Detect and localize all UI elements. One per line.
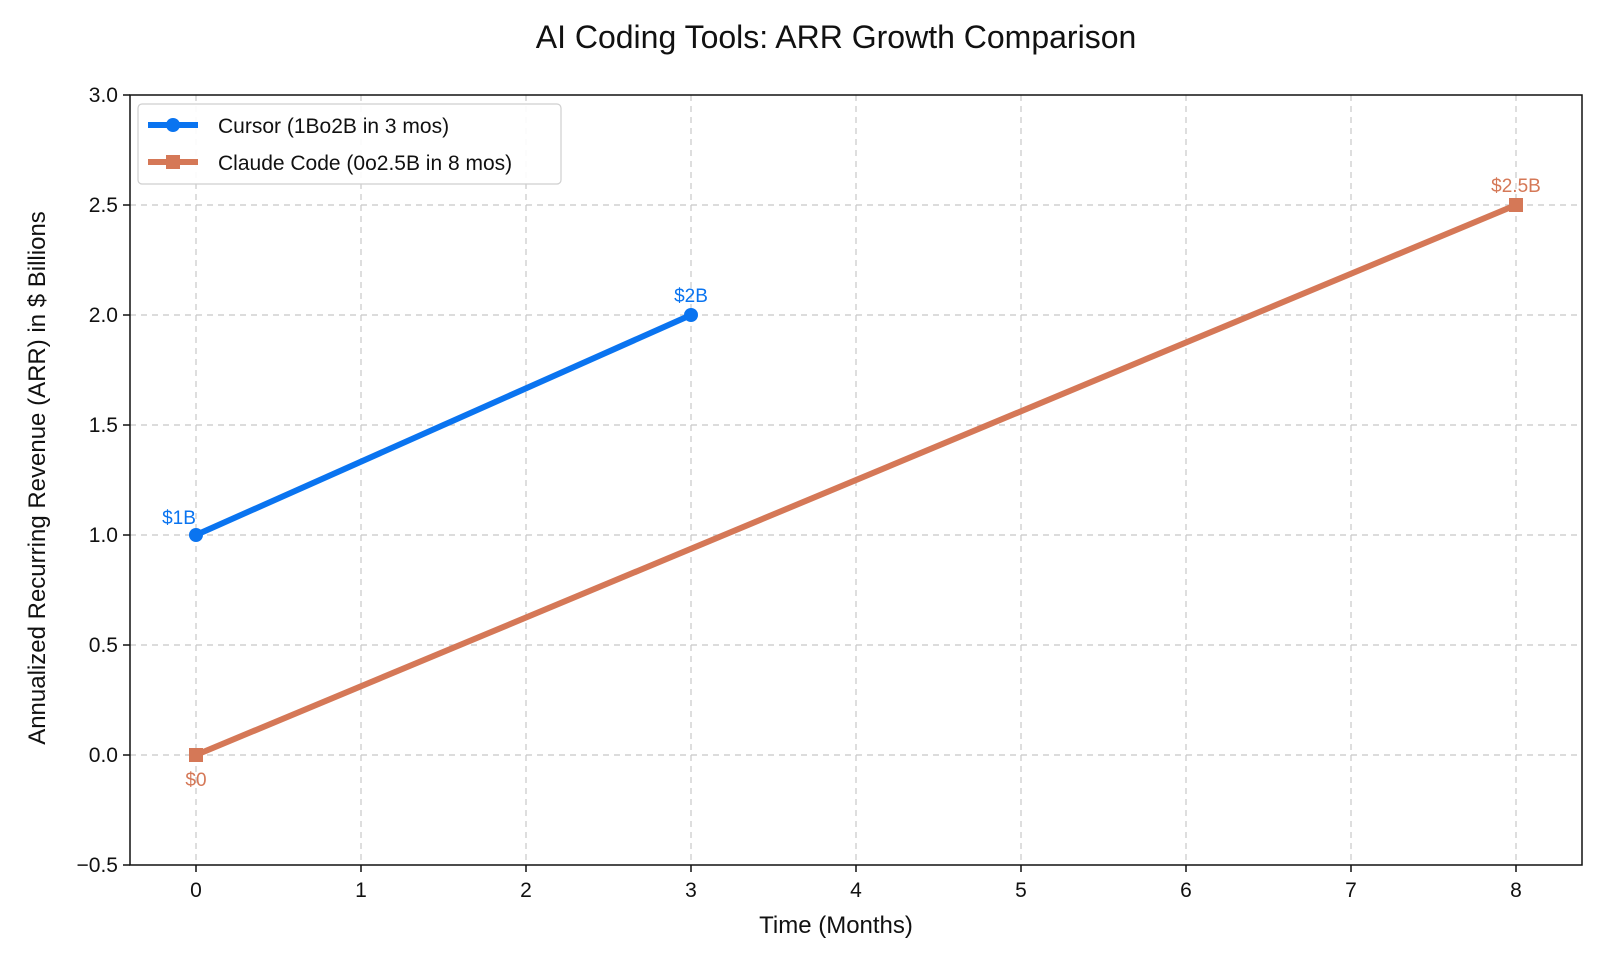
x-tick-label: 6 — [1180, 879, 1192, 902]
y-tick-label: −0.5 — [77, 854, 118, 877]
cursor-point-label: $1B — [162, 508, 196, 529]
cursor-series-line — [194, 312, 693, 538]
x-tick-label: 3 — [685, 879, 697, 902]
grid — [130, 95, 1582, 865]
y-tick-label: 2.0 — [89, 304, 118, 327]
x-tick-label: 4 — [850, 879, 862, 902]
claude-point-label: $0 — [185, 770, 206, 791]
y-tick-label: 0.5 — [89, 634, 118, 657]
claude-data-point — [189, 748, 203, 762]
y-tick-label: 2.5 — [89, 194, 118, 217]
y-axis-label: Annualized Recurring Revenue (ARR) in $ … — [24, 211, 51, 745]
series — [189, 198, 1523, 762]
cursor-data-point — [189, 528, 203, 542]
x-tick-label: 1 — [355, 879, 367, 902]
y-tick-label: 3.0 — [89, 84, 118, 107]
legend-cursor-marker — [166, 118, 180, 132]
chart-title: AI Coding Tools: ARR Growth Comparison — [536, 19, 1137, 55]
legend-cursor-label: Cursor (1Bo2B in 3 mos) — [218, 115, 449, 138]
x-axis-label: Time (Months) — [759, 912, 913, 939]
data-labels: $1B $2B $0 $2.5B — [162, 176, 1541, 791]
claude-data-point — [1509, 198, 1523, 212]
cursor-data-point — [684, 308, 698, 322]
x-tick-label: 7 — [1345, 879, 1357, 902]
claude-series-line — [194, 202, 1518, 758]
x-tick-label: 8 — [1510, 879, 1522, 902]
x-tick-label: 5 — [1015, 879, 1027, 902]
legend-box — [137, 103, 562, 185]
legend: Cursor (1Bo2B in 3 mos) Claude Code (0o2.… — [137, 103, 562, 185]
x-tick-label: 2 — [520, 879, 532, 902]
legend-claude-marker — [166, 155, 180, 169]
y-tick-label: 0.0 — [89, 744, 118, 767]
y-tick-label: 1.5 — [89, 414, 118, 437]
legend-claude-label: Claude Code (0o2.5B in 8 mos) — [218, 152, 512, 175]
axes: 0 1 2 3 4 5 6 7 8 −0.5 0.0 0.5 1.0 1.5 2.0 2.5 3.0 — [77, 84, 1583, 902]
claude-point-label: $2.5B — [1491, 176, 1541, 197]
y-tick-label: 1.0 — [89, 524, 118, 547]
cursor-point-label: $2B — [674, 286, 708, 307]
x-tick-label: 0 — [190, 879, 202, 902]
